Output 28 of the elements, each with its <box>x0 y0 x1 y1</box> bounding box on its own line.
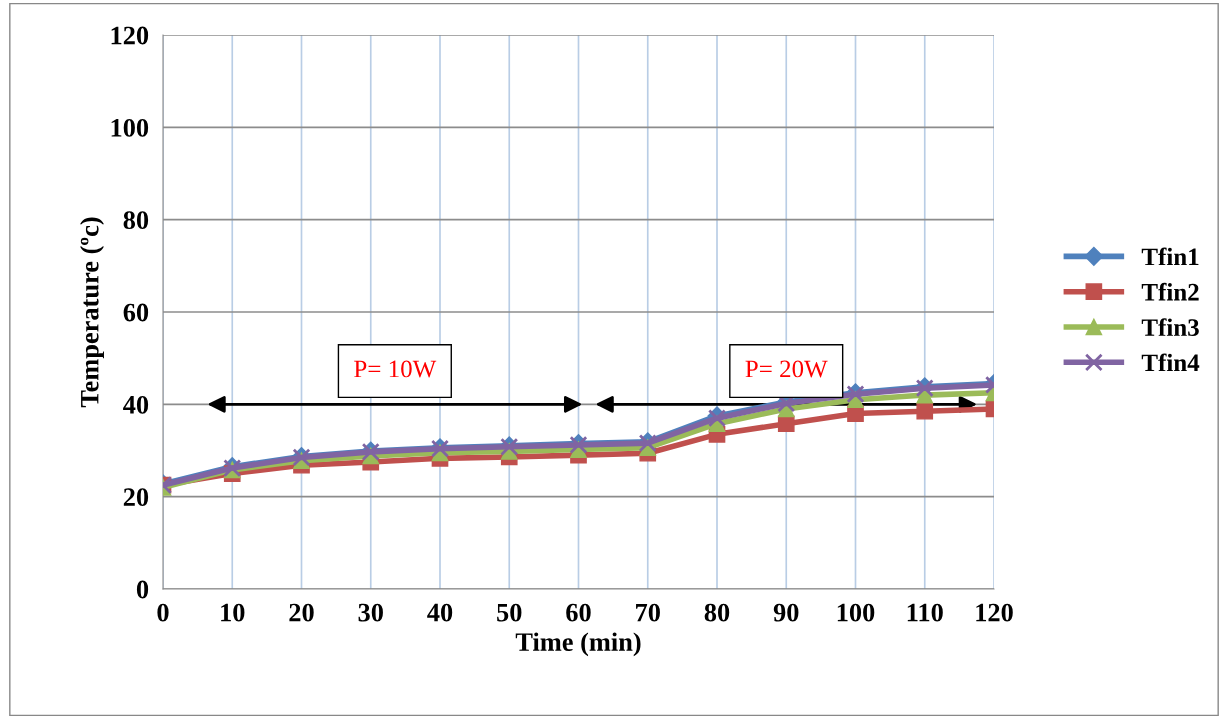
legend-label: Tfin2 <box>1141 282 1199 301</box>
x-tick-label: 20 <box>289 603 314 622</box>
x-tick-label: 60 <box>566 603 591 622</box>
x-tick-label: 120 <box>976 603 1013 622</box>
x-tick-label: 30 <box>358 603 383 622</box>
legend-label: Tfin1 <box>1141 247 1199 266</box>
y-axis-title: Temperature (ºc) <box>80 217 104 408</box>
y-tick-label: 100 <box>111 118 149 137</box>
x-tick-label: 100 <box>837 603 875 622</box>
x-tick-label: 10 <box>221 603 245 622</box>
y-tick-label: 80 <box>123 211 149 230</box>
y-tick-label: 20 <box>123 488 149 507</box>
x-tick-label: 70 <box>636 603 660 622</box>
x-tick-label: 0 <box>157 603 169 622</box>
legend-label: Tfin3 <box>1141 318 1199 336</box>
x-tick-label: 90 <box>773 603 799 622</box>
annotation: P= 20W <box>745 360 828 378</box>
y-tick-label: 120 <box>111 26 149 45</box>
x-tick-label: 110 <box>907 603 943 622</box>
x-tick-label: 50 <box>497 603 522 622</box>
x-tick-label: 40 <box>427 603 453 622</box>
y-tick-label: 60 <box>123 303 149 322</box>
y-tick-label: 0 <box>136 580 149 599</box>
y-tick-label: 40 <box>123 395 149 414</box>
x-tick-label: 80 <box>704 603 730 622</box>
annotation: P= 10W <box>354 360 437 378</box>
x-axis-title: Time (min) <box>515 632 641 657</box>
legend-label: Tfin4 <box>1141 353 1200 372</box>
